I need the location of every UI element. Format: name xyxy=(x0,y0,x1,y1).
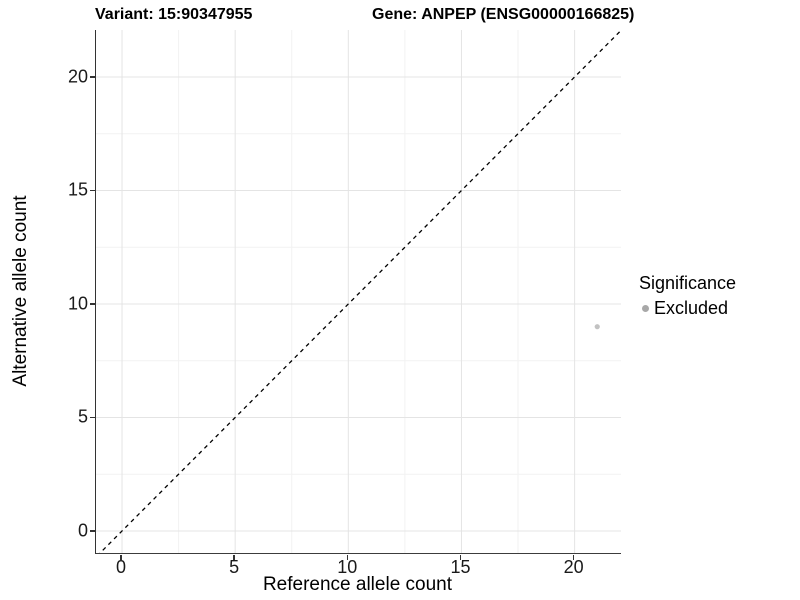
y-tick-label: 0 xyxy=(77,520,88,541)
identity-dashed-line xyxy=(99,30,621,553)
y-tick-mark xyxy=(90,76,95,78)
legend-title: Significance xyxy=(639,273,737,293)
y-tick-mark xyxy=(90,303,95,305)
plot-area xyxy=(96,30,621,553)
x-tick-label: 0 xyxy=(116,557,127,577)
x-tick-mark xyxy=(459,554,462,560)
y-tick-mark xyxy=(90,189,95,192)
y-tick-mark xyxy=(90,530,95,532)
excluded-point-icon xyxy=(642,305,649,312)
x-tick-mark xyxy=(120,554,122,560)
x-axis-title: Reference allele count xyxy=(262,574,453,595)
y-tick-label: 5 xyxy=(77,406,88,427)
legend-item-label: Excluded xyxy=(654,298,729,318)
x-tick-label: 5 xyxy=(229,557,240,577)
y-tick-mark xyxy=(90,416,95,419)
x-tick-mark xyxy=(233,554,235,560)
x-tick-mark xyxy=(572,554,575,560)
gene-title: Gene: ANPEP (ENSG00000166825) xyxy=(372,6,635,23)
legend-item-excluded: Excluded xyxy=(639,298,736,319)
variant-title: Variant: 15:90347955 xyxy=(95,6,253,23)
x-tick-label: 20 xyxy=(563,557,584,577)
plot-panel xyxy=(95,30,621,554)
data-point xyxy=(594,324,600,330)
x-tick-label: 15 xyxy=(450,557,471,577)
x-tick-label: 10 xyxy=(337,557,358,577)
x-tick-mark xyxy=(346,554,349,560)
legend: Significance Excluded xyxy=(639,273,736,319)
y-tick-label: 10 xyxy=(67,293,88,314)
y-tick-label: 15 xyxy=(67,179,88,200)
y-tick-label: 20 xyxy=(67,66,88,87)
